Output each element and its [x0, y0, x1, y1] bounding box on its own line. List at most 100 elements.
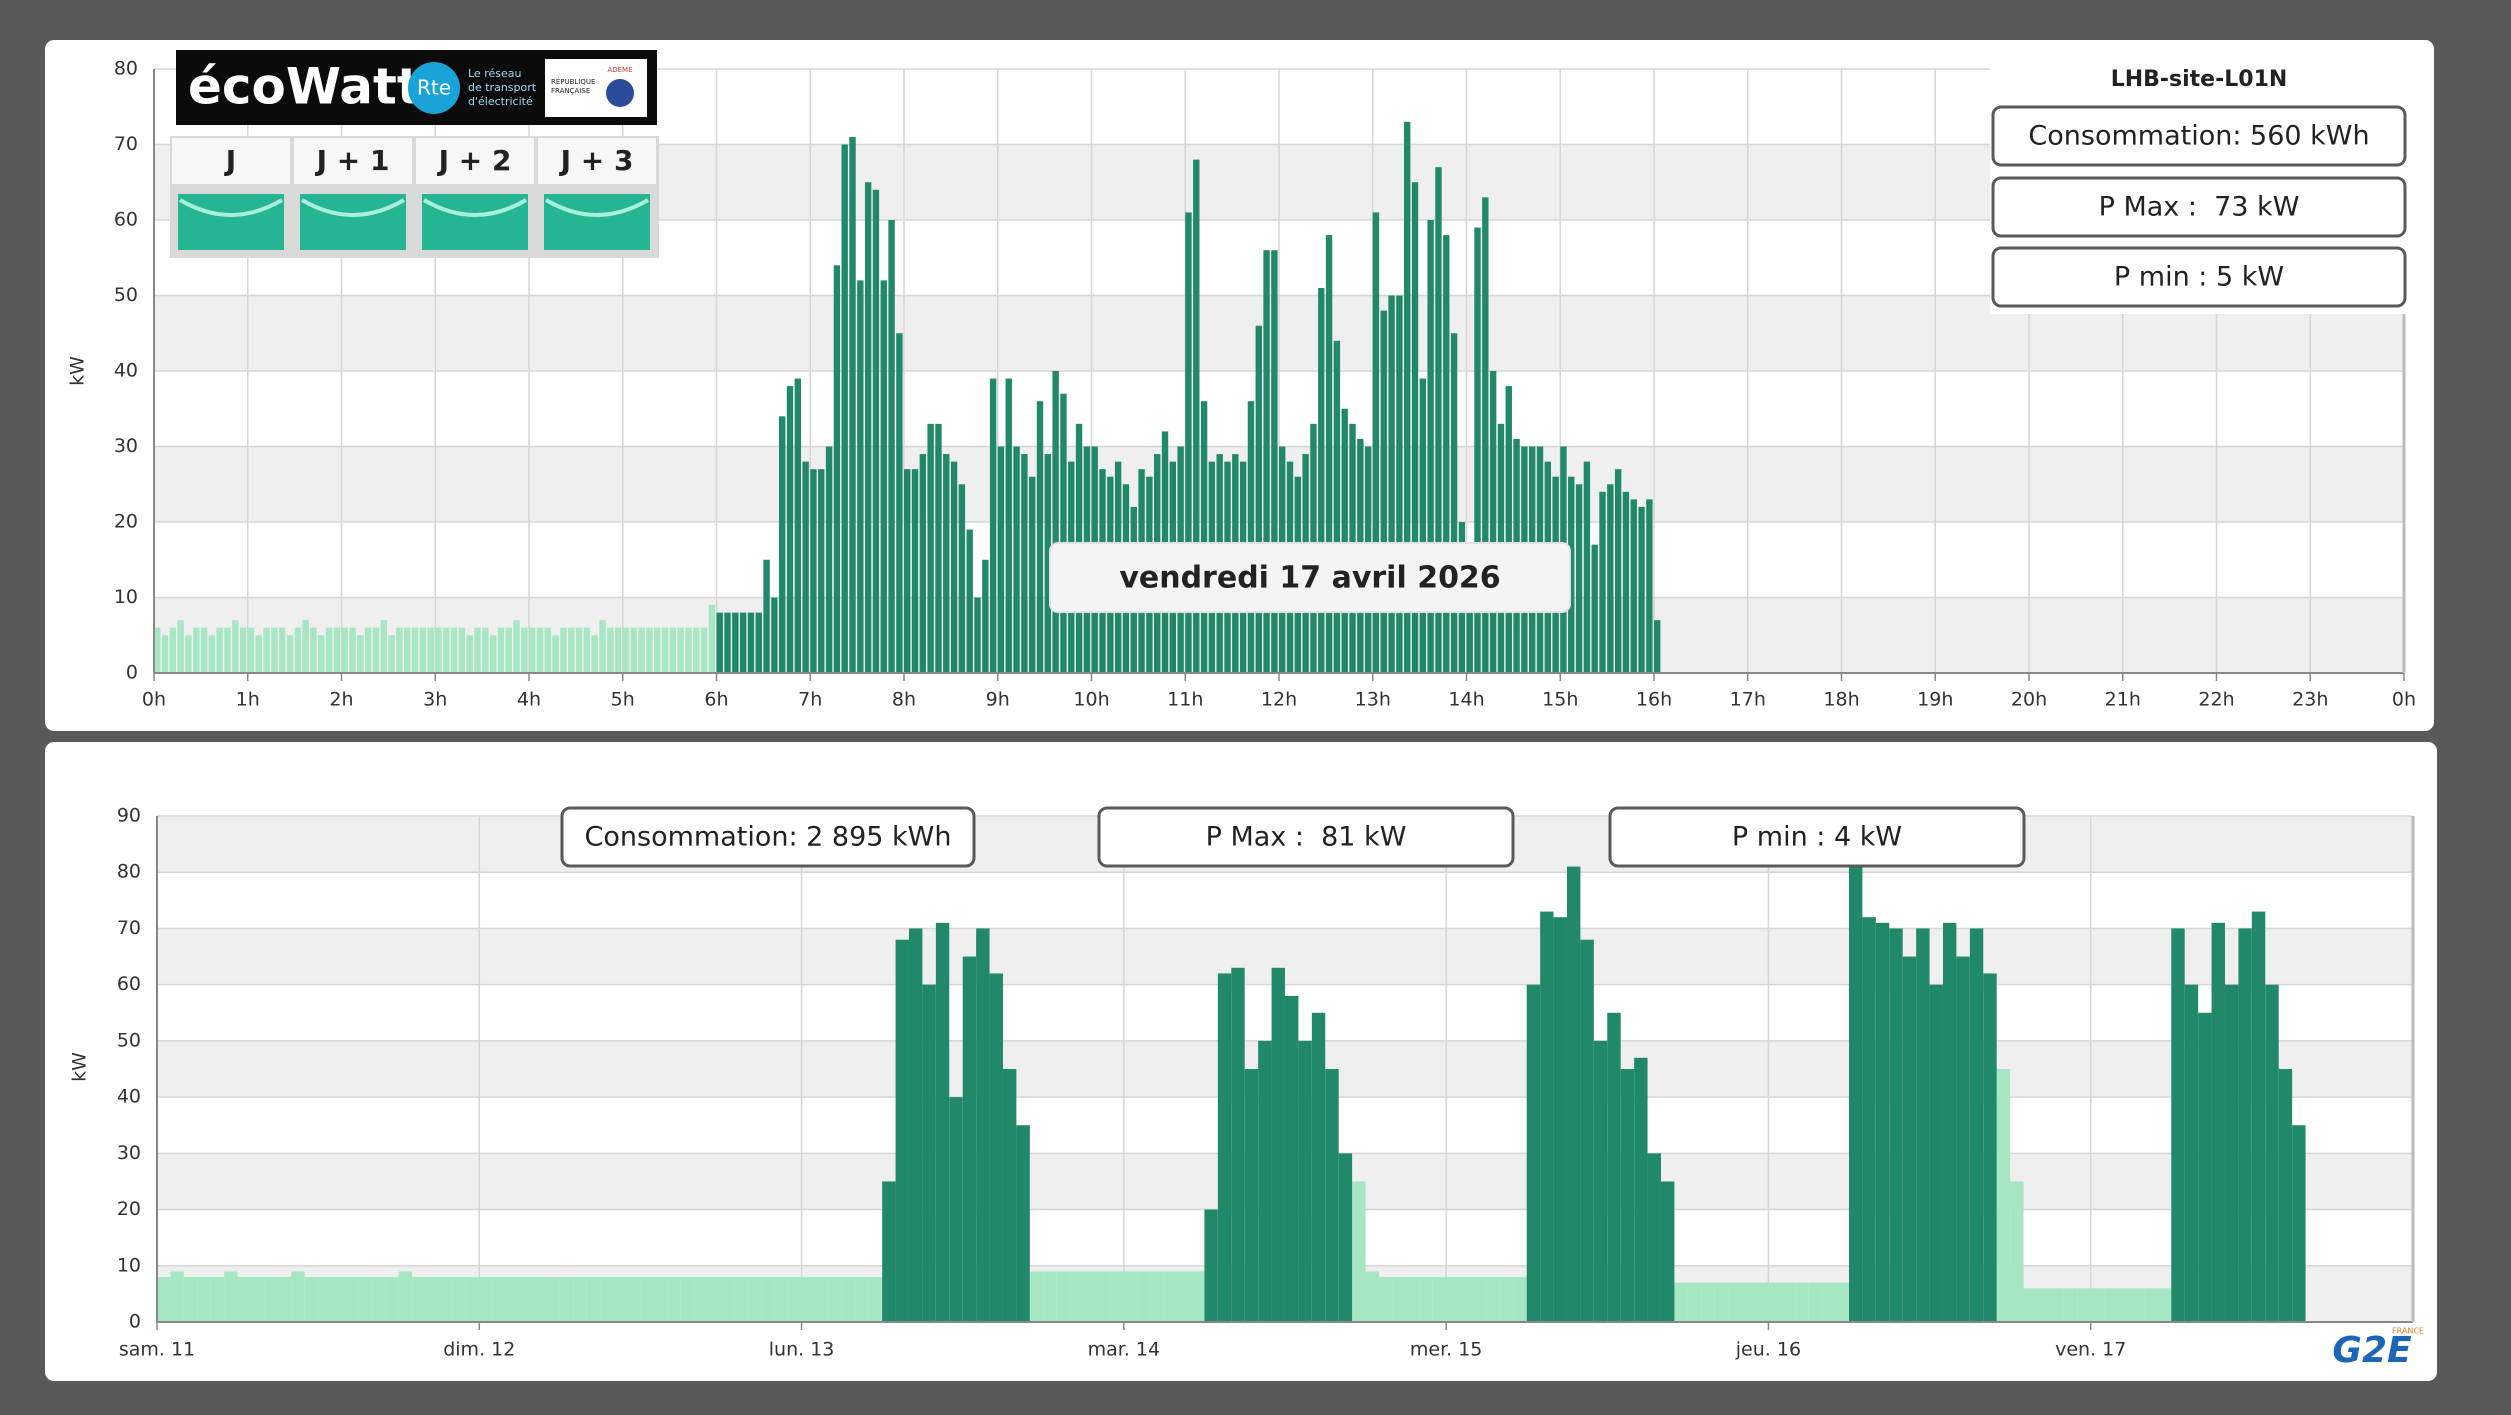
bar [958, 484, 966, 673]
y-tick-label: 80 [117, 861, 141, 883]
bar [1013, 446, 1020, 673]
bar [1630, 499, 1637, 673]
y-tick-label: 0 [129, 1311, 141, 1333]
bar [694, 1277, 708, 1322]
bar [452, 1277, 466, 1322]
bar [864, 182, 872, 673]
bar [828, 1277, 842, 1322]
stat-box [1991, 246, 2407, 308]
bar [404, 627, 411, 673]
x-tick-label: dim. 12 [443, 1339, 515, 1361]
bar [1580, 939, 1594, 1322]
bar [1271, 250, 1278, 673]
ademe-label: ADEME [607, 66, 632, 74]
bar [1614, 469, 1622, 673]
bar [425, 1277, 439, 1322]
bar [1137, 1271, 1151, 1322]
bar [779, 416, 786, 673]
bar [357, 635, 364, 673]
bar [193, 627, 200, 673]
y-tick-label: 10 [114, 586, 138, 608]
bar [466, 635, 473, 673]
rte-label: Rte [417, 76, 451, 100]
bar [974, 597, 981, 673]
bar [708, 605, 716, 673]
bar [247, 627, 255, 673]
bar [669, 627, 677, 673]
bar [372, 627, 380, 673]
bar [1056, 1271, 1071, 1322]
x-tick-label: lun. 13 [769, 1339, 835, 1361]
x-tick-label: 4h [517, 689, 541, 711]
bar [700, 627, 708, 673]
bar [794, 378, 802, 673]
bar [801, 1277, 815, 1322]
bar [161, 635, 169, 673]
bar [279, 627, 286, 673]
site-name: LHB-site-L01N [2111, 67, 2288, 92]
bar [412, 1277, 426, 1322]
stat-pmin: P min : 5 kW [2114, 262, 2284, 293]
x-tick-label: 17h [1730, 689, 1766, 711]
bar [1191, 1271, 1205, 1322]
bar [2023, 1288, 2037, 1322]
bar [721, 1277, 735, 1322]
bar [1341, 408, 1348, 673]
bar [1943, 922, 1957, 1322]
bar [443, 627, 450, 673]
bar [1835, 1282, 1849, 1322]
bar [989, 378, 997, 673]
bar [1379, 1277, 1393, 1322]
bar [529, 627, 536, 673]
date-box [1049, 542, 1571, 613]
bar [1486, 1277, 1500, 1322]
x-tick-label: 15h [1542, 689, 1578, 711]
bar [1474, 227, 1481, 674]
x-tick-label: mer. 15 [1410, 1339, 1483, 1361]
bar [2117, 1288, 2131, 1322]
bar [474, 627, 481, 673]
y-tick-label: 30 [114, 435, 138, 457]
bar [489, 635, 497, 673]
bar [654, 627, 661, 673]
bar [1043, 1271, 1057, 1322]
bar [333, 627, 341, 673]
bar [1583, 461, 1591, 673]
x-tick-label: 6h [704, 689, 728, 711]
bar [786, 386, 794, 673]
bar [1231, 967, 1245, 1322]
bar [857, 280, 864, 673]
bar [818, 469, 825, 673]
bar [1916, 928, 1930, 1322]
bar [1110, 1271, 1124, 1322]
y-tick-label: 70 [117, 917, 141, 939]
bar [627, 1277, 641, 1322]
x-tick-label: 5h [611, 689, 635, 711]
bar [1446, 1277, 1460, 1322]
x-tick-label: 14h [1448, 689, 1484, 711]
bar [2184, 984, 2199, 1322]
bar [1489, 371, 1497, 673]
bar [1247, 401, 1255, 673]
bar [1388, 295, 1395, 673]
bar [560, 627, 567, 673]
bar [2037, 1288, 2051, 1322]
bar [2157, 1288, 2172, 1322]
bar [1620, 1069, 1635, 1322]
x-tick-label: 0h [142, 689, 166, 711]
bar [667, 1277, 681, 1322]
bar [492, 1277, 507, 1322]
bar [1741, 1282, 1755, 1322]
bar [1593, 1040, 1608, 1322]
bar [653, 1277, 668, 1322]
bar [763, 559, 770, 673]
bar [398, 1271, 413, 1322]
bar [982, 559, 989, 673]
x-tick-label: 2h [329, 689, 353, 711]
bar [716, 612, 723, 673]
bar [1177, 1271, 1191, 1322]
stat-pmax: P Max : 81 kW [1206, 822, 1407, 853]
bar [950, 461, 958, 673]
bar [1862, 917, 1876, 1322]
bar [888, 220, 895, 673]
